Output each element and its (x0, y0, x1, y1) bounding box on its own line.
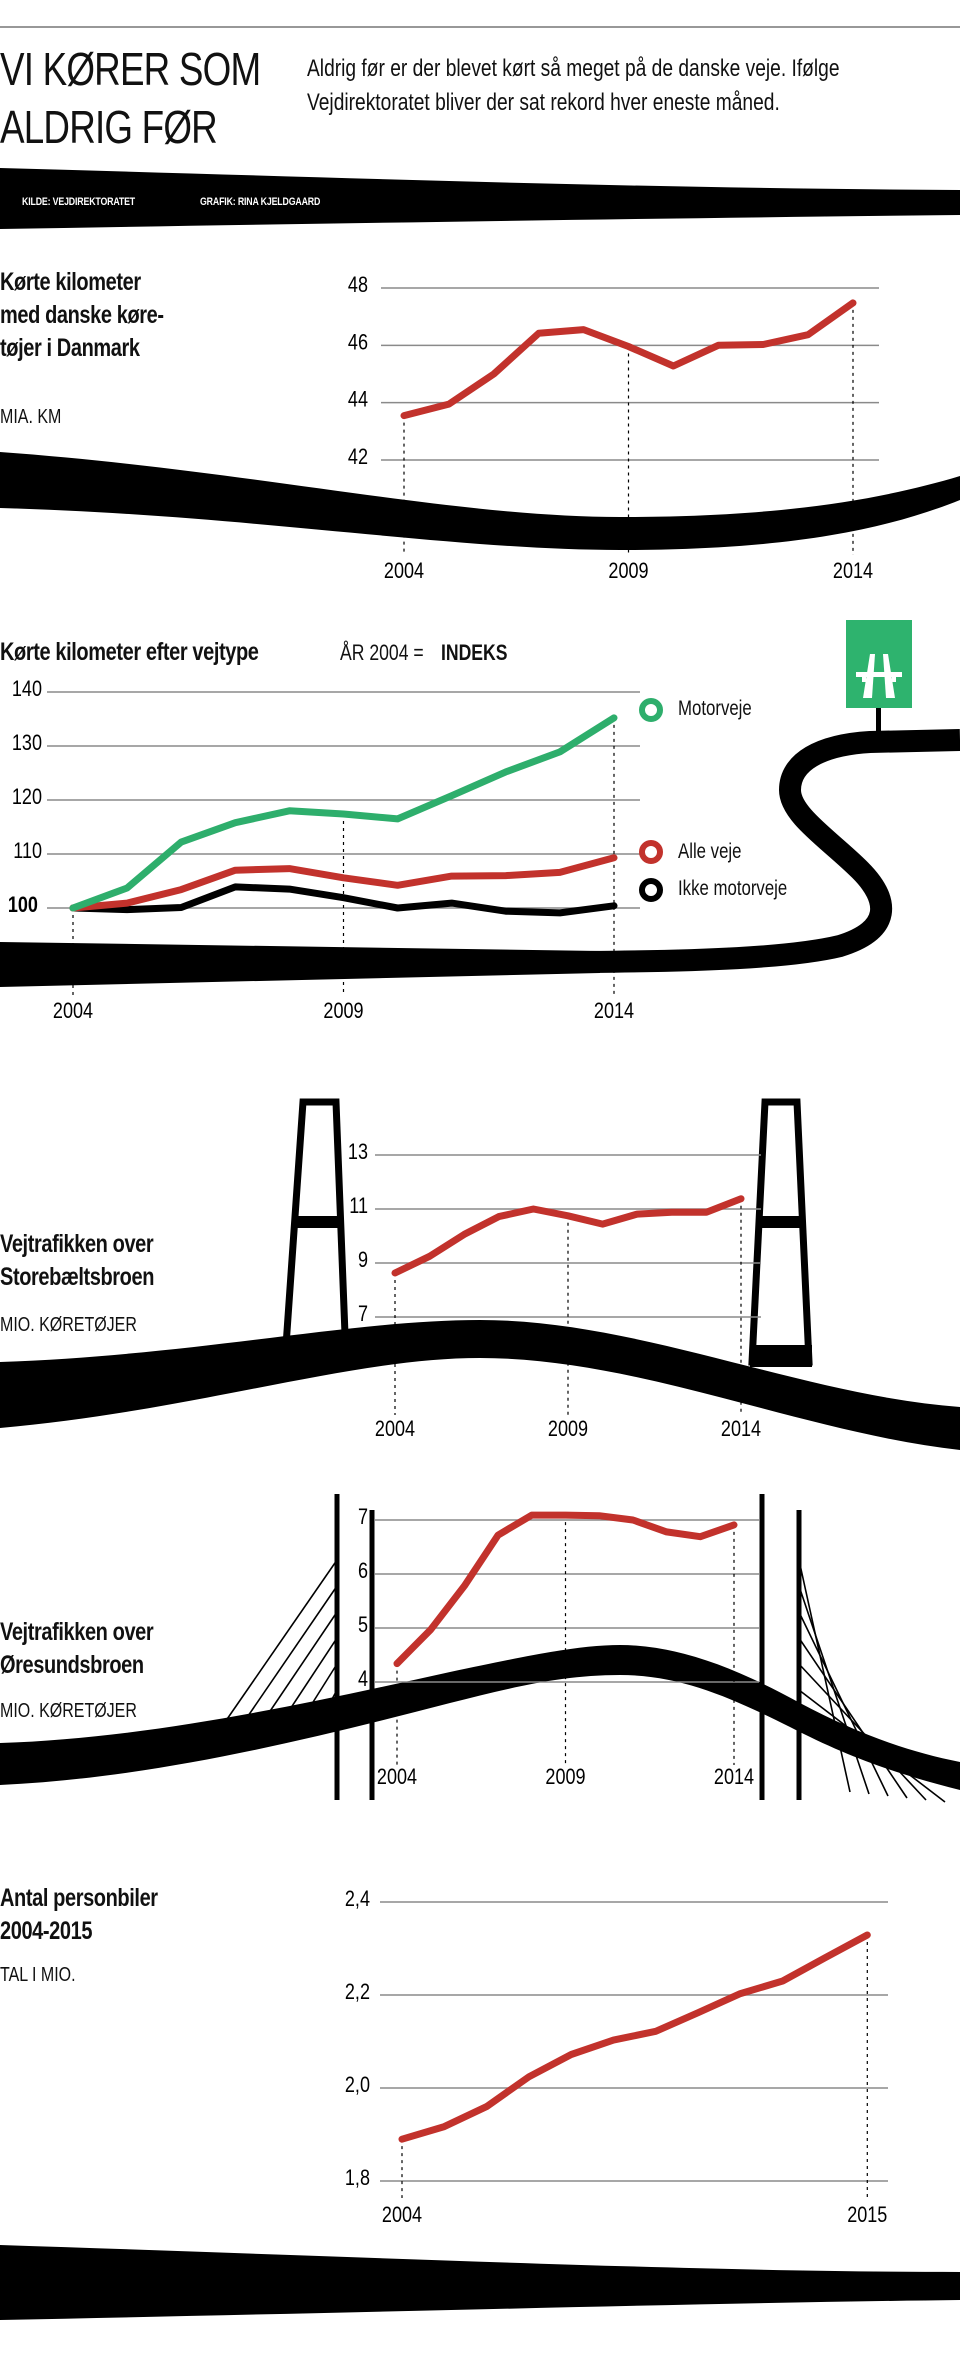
title-line: Antal personbiler (0, 1884, 158, 1912)
source-label: KILDE: VEJDIREKTORATET (22, 196, 136, 208)
y-tick-label: 7 (358, 1302, 368, 1326)
road-shape-3 (0, 1320, 960, 1450)
title-line: Kørte kilometer (0, 268, 141, 296)
chart-4-title: Vejtrafikken over Øresundsbroen (0, 1616, 154, 1682)
bridge-tower-right (748, 1098, 813, 1367)
title-line: Øresundsbroen (0, 1651, 144, 1679)
y-tick-label: 46 (348, 331, 368, 355)
main-title: VI KØRER SOM ALDRIG FØR (0, 40, 261, 156)
y-tick-label: 44 (348, 388, 368, 412)
title-line: Vejtrafikken over (0, 1618, 154, 1646)
chart-2-index-note: ÅR 2004 = (340, 640, 424, 665)
legend-label-ikke-motorveje: Ikke motorveje (678, 877, 788, 900)
cable-left (213, 1559, 338, 1739)
legend-marker-1 (639, 698, 663, 722)
y-tick-label: 9 (358, 1248, 368, 1272)
x-tick-label: 2014 (833, 559, 873, 583)
chart-3-title: Vejtrafikken over Storebæltsbroen (0, 1228, 154, 1294)
chart-5-unit: TAL I MIO. (0, 1964, 76, 1986)
chart-3-unit: MIO. KØRETØJER (0, 1314, 137, 1336)
y-tick-label: 140 (12, 677, 42, 701)
title-line: Vejtrafikken over (0, 1230, 154, 1258)
x-tick-label: 2004 (375, 1417, 415, 1441)
x-tick-label: 2014 (594, 999, 634, 1023)
x-tick-label: 2004 (53, 999, 93, 1023)
y-tick-label: 11 (349, 1194, 368, 1218)
cable-right (798, 1637, 908, 1799)
chart-1: 42 44 46 48 2004 2009 2014 (348, 273, 879, 583)
y-tick-label: 130 (12, 731, 42, 755)
road-shape-1 (0, 452, 960, 550)
y-tick-label: 120 (12, 785, 42, 809)
x-tick-label: 2004 (382, 2203, 422, 2227)
road-shape-2 (0, 942, 600, 987)
series-line-1 (398, 1931, 871, 2143)
y-tick-label: 1,8 (345, 2166, 370, 2190)
x-tick-label: 2009 (323, 999, 363, 1023)
x-tick-label: 2009 (545, 1765, 585, 1789)
x-tick-label: 2004 (377, 1765, 417, 1789)
credit-label: GRAFIK: RINA KJELDGAARD (200, 196, 321, 208)
subtitle-line: Vejdirektoratet bliver der sat rekord hv… (307, 89, 780, 116)
chart-4: 4 5 6 7 2004 2009 2014 (358, 1505, 759, 1789)
chart-4-unit: MIO. KØRETØJER (0, 1700, 137, 1722)
y-tick-label: 13 (348, 1140, 368, 1164)
chart-2: 100 110 120 130 140 2004 2009 2014 (8, 677, 663, 1023)
y-tick-label: 5 (358, 1613, 368, 1637)
y-tick-label: 42 (348, 445, 368, 469)
y-tick-label: 2,2 (345, 1980, 370, 2004)
y-tick-label: 6 (358, 1559, 368, 1583)
y-tick-label: 48 (348, 273, 368, 297)
title-line: med danske køre- (0, 301, 164, 329)
y-tick-label: 100 (8, 893, 38, 917)
title-line: Storebæltsbroen (0, 1263, 155, 1291)
winding-road (589, 729, 960, 973)
main-title-line: ALDRIG FØR (0, 101, 218, 153)
y-tick-label: 7 (358, 1505, 368, 1529)
series-line-1 (391, 1195, 745, 1277)
x-tick-label: 2015 (847, 2203, 887, 2227)
cable-left (234, 1585, 338, 1736)
legend-label-alle-veje: Alle veje (678, 840, 742, 863)
x-tick-label: 2009 (608, 559, 648, 583)
y-tick-label: 2,4 (345, 1887, 370, 1911)
cable-right (798, 1663, 927, 1801)
subtitle-line: Aldrig før er der blevet kørt så meget p… (307, 55, 840, 82)
chart-2-index-word: INDEKS (441, 640, 508, 665)
chart-5-title: Antal personbiler 2004-2015 (0, 1882, 158, 1948)
road-shape-5 (0, 2245, 960, 2320)
x-tick-label: 2009 (548, 1417, 588, 1441)
motorway-sign-icon (846, 620, 912, 742)
bridge-pylons (334, 1494, 802, 1800)
y-tick-label: 4 (358, 1667, 368, 1691)
title-line: tøjer i Danmark (0, 334, 140, 362)
x-tick-label: 2014 (714, 1765, 754, 1789)
chart-5: 1,8 2,0 2,2 2,4 2004 2015 (345, 1887, 888, 2227)
y-tick-label: 110 (13, 839, 42, 863)
main-title-line: VI KØRER SOM (0, 43, 261, 95)
legend-label-motorveje: Motorveje (678, 697, 752, 720)
bridge-tower-left (281, 1098, 350, 1364)
y-tick-label: 2,0 (345, 2073, 370, 2097)
chart-1-unit: MIA. KM (0, 406, 62, 428)
series-line-1 (400, 299, 857, 420)
title-line: 2004-2015 (0, 1917, 93, 1945)
chart-1-title: Kørte kilometer med danske køre- tøjer i… (0, 266, 164, 365)
credits-band (0, 168, 960, 229)
x-tick-label: 2004 (384, 559, 424, 583)
chart-2-title: Kørte kilometer efter vejtype (0, 638, 259, 666)
legend-marker-3 (639, 878, 663, 902)
x-tick-label: 2014 (721, 1417, 761, 1441)
chart-3: 7 9 11 13 2004 2009 2014 (348, 1140, 761, 1441)
legend-marker-2 (639, 840, 663, 864)
subtitle: Aldrig før er der blevet kørt så meget p… (307, 52, 840, 120)
